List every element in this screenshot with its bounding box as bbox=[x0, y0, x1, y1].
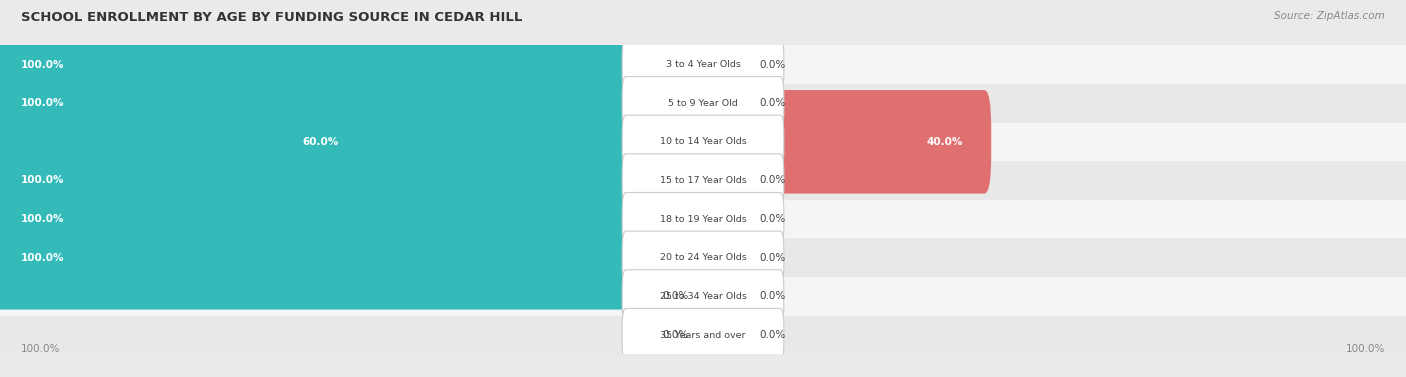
FancyBboxPatch shape bbox=[0, 129, 710, 232]
Text: 25 to 34 Year Olds: 25 to 34 Year Olds bbox=[659, 292, 747, 301]
Text: 0.0%: 0.0% bbox=[759, 214, 786, 224]
FancyBboxPatch shape bbox=[697, 291, 751, 377]
FancyBboxPatch shape bbox=[0, 167, 710, 271]
FancyBboxPatch shape bbox=[697, 175, 751, 263]
FancyBboxPatch shape bbox=[621, 77, 785, 130]
Text: 5 to 9 Year Old: 5 to 9 Year Old bbox=[668, 99, 738, 108]
Bar bbox=[0, 84, 1406, 123]
Text: 10 to 14 Year Olds: 10 to 14 Year Olds bbox=[659, 137, 747, 146]
FancyBboxPatch shape bbox=[697, 136, 751, 225]
Text: 0.0%: 0.0% bbox=[759, 175, 786, 185]
FancyBboxPatch shape bbox=[621, 308, 785, 362]
Text: 100.0%: 100.0% bbox=[21, 98, 65, 108]
Text: 100.0%: 100.0% bbox=[21, 344, 60, 354]
FancyBboxPatch shape bbox=[697, 252, 751, 340]
FancyBboxPatch shape bbox=[0, 51, 710, 155]
Text: 100.0%: 100.0% bbox=[21, 253, 65, 263]
Text: 100.0%: 100.0% bbox=[21, 214, 65, 224]
Text: 100.0%: 100.0% bbox=[21, 175, 65, 185]
Text: 0.0%: 0.0% bbox=[759, 98, 786, 108]
Bar bbox=[0, 45, 1406, 84]
Bar bbox=[0, 316, 1406, 354]
FancyBboxPatch shape bbox=[0, 206, 710, 310]
Bar bbox=[0, 239, 1406, 277]
Text: 0.0%: 0.0% bbox=[759, 330, 786, 340]
FancyBboxPatch shape bbox=[621, 270, 785, 323]
FancyBboxPatch shape bbox=[621, 38, 785, 91]
FancyBboxPatch shape bbox=[621, 193, 785, 246]
Text: 0.0%: 0.0% bbox=[662, 330, 689, 340]
Text: 3 to 4 Year Olds: 3 to 4 Year Olds bbox=[665, 60, 741, 69]
Text: 100.0%: 100.0% bbox=[1346, 344, 1385, 354]
Text: 15 to 17 Year Olds: 15 to 17 Year Olds bbox=[659, 176, 747, 185]
FancyBboxPatch shape bbox=[696, 90, 991, 194]
FancyBboxPatch shape bbox=[655, 252, 709, 340]
Bar bbox=[0, 123, 1406, 161]
Text: 0.0%: 0.0% bbox=[662, 291, 689, 302]
Text: 0.0%: 0.0% bbox=[759, 60, 786, 70]
FancyBboxPatch shape bbox=[621, 115, 785, 169]
FancyBboxPatch shape bbox=[655, 291, 709, 377]
FancyBboxPatch shape bbox=[274, 90, 710, 194]
Text: 20 to 24 Year Olds: 20 to 24 Year Olds bbox=[659, 253, 747, 262]
Text: 0.0%: 0.0% bbox=[759, 291, 786, 302]
Bar bbox=[0, 277, 1406, 316]
FancyBboxPatch shape bbox=[621, 231, 785, 284]
Bar bbox=[0, 200, 1406, 239]
Bar bbox=[0, 161, 1406, 200]
Text: 60.0%: 60.0% bbox=[302, 137, 339, 147]
FancyBboxPatch shape bbox=[697, 214, 751, 302]
FancyBboxPatch shape bbox=[621, 154, 785, 207]
Text: Source: ZipAtlas.com: Source: ZipAtlas.com bbox=[1274, 11, 1385, 21]
Text: 18 to 19 Year Olds: 18 to 19 Year Olds bbox=[659, 215, 747, 224]
Text: 40.0%: 40.0% bbox=[927, 137, 963, 147]
Text: 0.0%: 0.0% bbox=[759, 253, 786, 263]
Text: 100.0%: 100.0% bbox=[21, 60, 65, 70]
FancyBboxPatch shape bbox=[0, 13, 710, 116]
FancyBboxPatch shape bbox=[697, 59, 751, 147]
Text: SCHOOL ENROLLMENT BY AGE BY FUNDING SOURCE IN CEDAR HILL: SCHOOL ENROLLMENT BY AGE BY FUNDING SOUR… bbox=[21, 11, 523, 24]
FancyBboxPatch shape bbox=[697, 20, 751, 109]
Text: 35 Years and over: 35 Years and over bbox=[661, 331, 745, 340]
